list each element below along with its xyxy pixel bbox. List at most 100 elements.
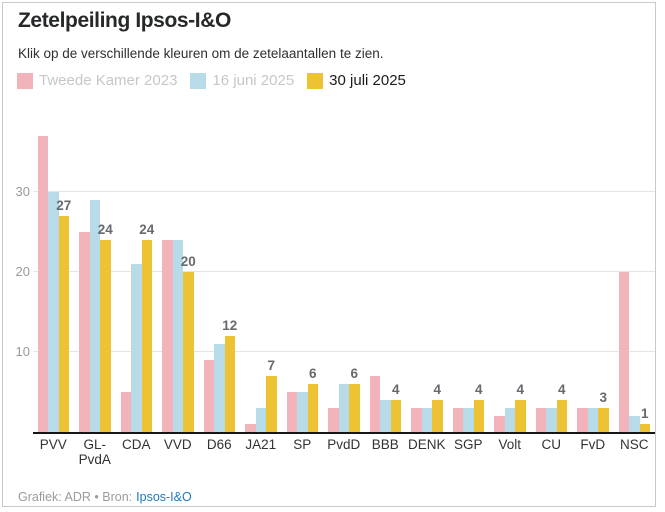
bar[interactable] <box>515 400 526 432</box>
chart-subtitle: Klik op de verschillende kleuren om de z… <box>18 46 384 61</box>
value-label: 4 <box>433 382 441 397</box>
bar[interactable] <box>58 216 69 432</box>
bar[interactable] <box>162 240 173 432</box>
bar-chart: 10 20 30 27 PVV 24 GL- PvdA 24 CDA 20 VVD 12 D66 7 JA2… <box>3 3 657 508</box>
value-label: 4 <box>516 382 524 397</box>
bar[interactable] <box>473 400 484 432</box>
category-label: NSC <box>619 437 649 452</box>
chart-card: Zetelpeiling Ipsos-I&O Klik op de versch… <box>2 2 656 507</box>
value-label: 3 <box>599 390 607 405</box>
bar[interactable] <box>494 416 505 432</box>
bar[interactable] <box>390 400 401 432</box>
bar[interactable] <box>577 408 588 432</box>
bar[interactable] <box>172 240 183 432</box>
bar[interactable] <box>463 408 474 432</box>
category-label: SP <box>293 437 312 452</box>
bar[interactable] <box>89 200 100 432</box>
bar[interactable] <box>598 408 609 432</box>
category-label: JA21 <box>245 437 277 452</box>
value-label: 20 <box>180 254 196 269</box>
legend-swatch[interactable] <box>190 72 207 89</box>
bar[interactable] <box>255 408 266 432</box>
bar[interactable] <box>203 360 214 432</box>
bar[interactable] <box>37 136 48 432</box>
bar[interactable] <box>546 408 557 432</box>
footer-credit: Grafiek: ADR • Bron: Ipsos-I&O <box>18 490 192 504</box>
bar[interactable] <box>245 424 256 432</box>
legend-item-tweede-kamer-2023[interactable]: Tweede Kamer 2023 <box>17 72 177 89</box>
bar[interactable] <box>214 344 225 432</box>
bar[interactable] <box>224 336 235 432</box>
bar[interactable] <box>421 408 432 432</box>
category-label: SGP <box>453 437 483 452</box>
credit-text: Grafiek: ADR • Bron: <box>18 490 133 504</box>
bar[interactable] <box>349 384 360 432</box>
value-label: 4 <box>474 382 483 397</box>
y-tick-label-20: 20 <box>15 264 30 279</box>
bar[interactable] <box>100 240 111 432</box>
value-label: 4 <box>557 382 566 397</box>
bar[interactable] <box>120 392 131 432</box>
value-label: 4 <box>391 382 400 397</box>
category-label: FvD <box>580 437 606 452</box>
bar[interactable] <box>286 392 297 432</box>
legend-label: 30 juli 2025 <box>329 72 406 89</box>
value-label: 27 <box>56 198 72 213</box>
category-label: CDA <box>121 437 151 452</box>
legend-label: 16 juni 2025 <box>212 72 295 89</box>
y-tick-label-10: 10 <box>15 344 30 359</box>
legend-swatch[interactable] <box>307 72 324 89</box>
category-label: PvdD <box>327 437 361 452</box>
bar[interactable] <box>266 376 277 432</box>
bar[interactable] <box>535 408 546 432</box>
bar[interactable] <box>307 384 318 432</box>
bar[interactable] <box>587 408 598 432</box>
value-label: 7 <box>267 358 275 373</box>
bar[interactable] <box>183 272 194 432</box>
bar[interactable] <box>328 408 339 432</box>
page-title: Zetelpeiling Ipsos-I&O <box>18 9 231 32</box>
category-label: VVD <box>163 437 192 452</box>
category-label: D66 <box>206 437 232 452</box>
bar[interactable] <box>452 408 463 432</box>
bar[interactable] <box>338 384 349 432</box>
category-label: Volt <box>498 437 522 452</box>
category-label: DENK <box>407 437 446 452</box>
bar[interactable] <box>618 272 629 432</box>
y-gridline-20 <box>32 271 655 272</box>
bar[interactable] <box>48 192 59 432</box>
bar[interactable] <box>504 408 515 432</box>
bar[interactable] <box>369 376 380 432</box>
y-gridline-30 <box>32 191 655 192</box>
bar[interactable] <box>297 392 308 432</box>
bar[interactable] <box>79 232 90 432</box>
category-label: GL- PvdA <box>78 437 111 467</box>
value-label: 24 <box>139 222 155 237</box>
value-label: 6 <box>308 366 317 381</box>
category-label: PVV <box>39 437 67 452</box>
legend-swatch[interactable] <box>17 72 33 89</box>
category-label: CU <box>541 437 562 452</box>
legend-item-16-juni-2025[interactable]: 16 juni 2025 <box>190 72 294 89</box>
bar[interactable] <box>432 400 443 432</box>
x-axis-line <box>32 432 655 434</box>
category-label: BBB <box>371 437 399 452</box>
bar[interactable] <box>380 400 391 432</box>
y-gridline-10 <box>32 351 655 352</box>
bar[interactable] <box>141 240 152 432</box>
bar[interactable] <box>556 400 567 432</box>
value-label: 1 <box>640 406 649 421</box>
value-label: 12 <box>222 318 238 333</box>
value-label: 6 <box>350 366 358 381</box>
bar[interactable] <box>131 264 142 432</box>
legend-label: Tweede Kamer 2023 <box>39 72 178 89</box>
source-link[interactable]: Ipsos-I&O <box>136 490 192 504</box>
legend: Tweede Kamer 2023 16 juni 2025 30 juli 202… <box>17 72 406 89</box>
bar[interactable] <box>639 424 650 432</box>
value-label: 24 <box>97 222 113 237</box>
bar[interactable] <box>411 408 422 432</box>
bar[interactable] <box>629 416 640 432</box>
y-tick-label-30: 30 <box>15 184 30 199</box>
legend-item-30-juli-2025[interactable]: 30 juli 2025 <box>307 72 406 89</box>
